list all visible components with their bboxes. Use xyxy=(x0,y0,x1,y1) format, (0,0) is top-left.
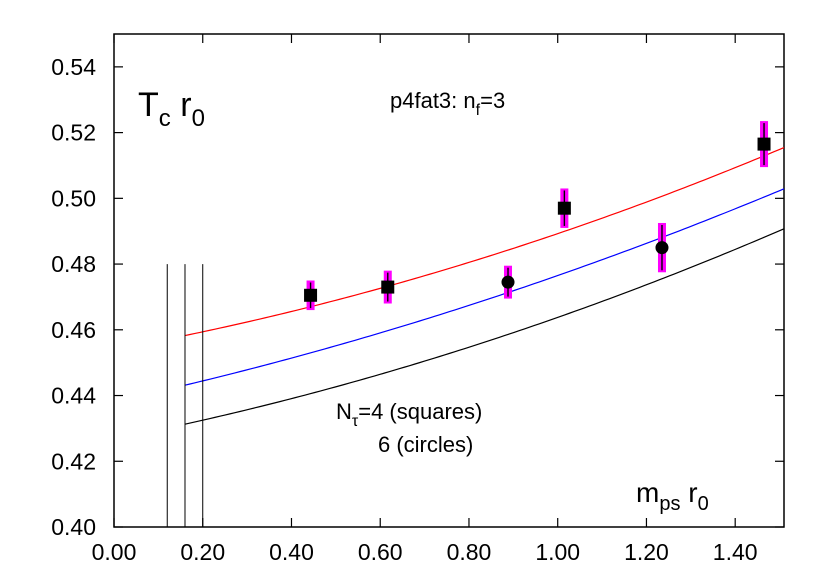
fit-curves xyxy=(184,146,785,425)
action-sub: f xyxy=(476,102,481,119)
square-marker xyxy=(557,201,571,215)
x-tick-label: 0.00 xyxy=(92,539,137,565)
circle-marker xyxy=(501,275,515,289)
vertical-lines xyxy=(166,264,204,527)
legend-main: N xyxy=(336,399,352,424)
x-tick-label: 0.40 xyxy=(269,539,314,565)
x-tick-label: 1.00 xyxy=(535,539,580,565)
action-main: p4fat3: n xyxy=(390,88,476,113)
data-points xyxy=(304,121,771,311)
legend-tail: =4 (squares) xyxy=(358,399,482,424)
x-tick-label: 1.20 xyxy=(624,539,669,565)
mps-mid: r xyxy=(680,477,697,508)
y-tick-label: 0.46 xyxy=(51,317,96,343)
legend-line-1: Nτ=4 (squares) xyxy=(336,399,482,430)
square-marker xyxy=(381,280,395,294)
mps-sub: ps xyxy=(659,493,680,515)
square-marker xyxy=(757,137,771,151)
y-tick-label: 0.54 xyxy=(51,54,96,80)
plot-frame xyxy=(113,33,785,528)
tc-sub: c xyxy=(159,105,171,132)
y-tick-label: 0.50 xyxy=(51,185,96,211)
mps-main: m xyxy=(636,477,659,508)
y-tick-label: 0.52 xyxy=(51,120,96,146)
x-tick-label: 0.20 xyxy=(180,539,225,565)
x-tick-label: 0.80 xyxy=(447,539,492,565)
y-tick-label: 0.44 xyxy=(51,383,96,409)
fit-curve xyxy=(184,188,785,386)
fit-curve xyxy=(184,228,785,425)
y-tick-label: 0.40 xyxy=(51,514,96,540)
circle-marker xyxy=(655,241,669,255)
square-marker xyxy=(304,288,318,302)
tc-sub2: 0 xyxy=(192,105,205,132)
legend-sub: τ xyxy=(352,413,359,430)
tc-mid: r xyxy=(171,86,192,124)
y-tick-label: 0.48 xyxy=(51,251,96,277)
tc-r0-label: Tc r0 xyxy=(138,86,205,132)
action-label: p4fat3: nf=3 xyxy=(390,88,505,119)
action-tail: =3 xyxy=(480,88,505,113)
x-tick-label: 0.60 xyxy=(358,539,403,565)
fit-curve xyxy=(184,146,785,337)
axis-ticks: 0.00 0.20 0.40 0.60 0.80 1.00 1.20 1.40 0.40 0.42… xyxy=(51,34,784,565)
mps-sub2: 0 xyxy=(698,493,709,515)
mps-r0-label: mps r0 xyxy=(636,477,709,515)
x-tick-label: 1.40 xyxy=(713,539,758,565)
legend-line-2: 6 (circles) xyxy=(378,432,473,457)
y-tick-label: 0.42 xyxy=(51,448,96,474)
plot-border xyxy=(113,33,785,528)
tc-main: T xyxy=(138,86,159,124)
